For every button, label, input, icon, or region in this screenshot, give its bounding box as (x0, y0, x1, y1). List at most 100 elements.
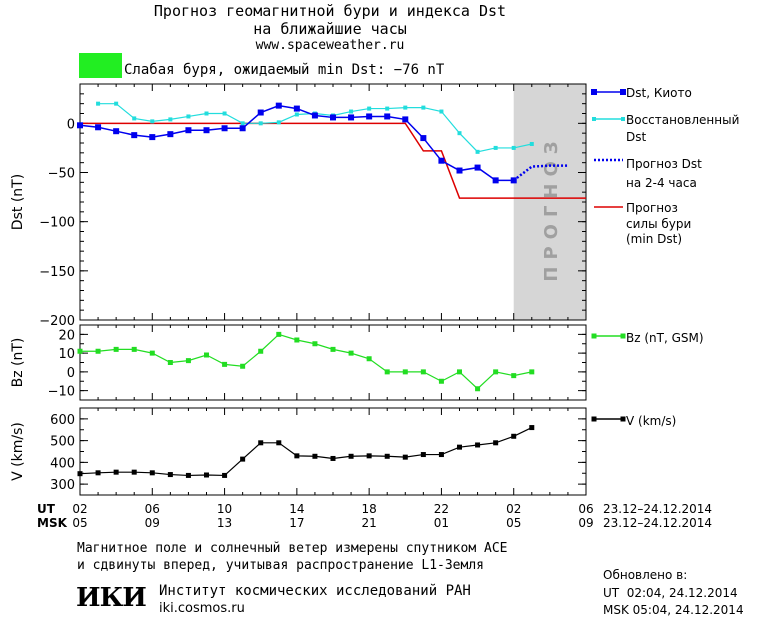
point-v (402, 454, 408, 460)
point-bz (294, 337, 300, 343)
updated-ut: UT 02:04, 24.12.2014 (603, 586, 738, 600)
point-bz (511, 373, 517, 379)
legend-dst-restored: Восстановленный (626, 113, 739, 127)
msk-tick-label: 09 (578, 516, 594, 530)
iki-logo: ИКИ (76, 583, 147, 613)
point-dst-restored (96, 101, 101, 106)
y-tick-label: 600 (50, 413, 75, 428)
point-bz (529, 369, 535, 375)
point-bz (475, 386, 481, 392)
point-dst-restored (511, 145, 516, 150)
y-tick-label: −50 (48, 167, 75, 182)
point-v (475, 442, 481, 448)
point-dst-restored (258, 121, 263, 126)
y-tick-label: −150 (39, 265, 75, 280)
legend-marker (621, 117, 625, 121)
footer-note-line-2: и сдвинуты вперед, учитывая распростране… (77, 558, 484, 573)
point-v (420, 452, 426, 458)
msk-axis-label: MSK (37, 516, 67, 530)
point-dst-kyoto (167, 131, 174, 138)
point-dst-restored (349, 109, 354, 114)
y-tick-label: 300 (50, 478, 75, 493)
point-dst-kyoto (95, 124, 102, 131)
y-tick-label: −200 (39, 314, 75, 329)
ut-tick-label: 06 (578, 502, 594, 516)
footer-note-line-1: Магнитное поле и солнечный ветер измерен… (77, 541, 508, 556)
point-bz (149, 350, 155, 356)
updated-label: Обновлено в: (603, 568, 688, 582)
y-tick-label: 400 (50, 456, 75, 471)
point-dst-restored (385, 106, 390, 111)
point-bz (204, 352, 209, 358)
point-dst-kyoto (420, 135, 427, 142)
point-bz (131, 346, 137, 352)
ut-tick-label: 06 (144, 502, 160, 516)
point-v (348, 453, 354, 459)
point-dst-kyoto (239, 125, 246, 132)
legend-dst-forecast: Прогноз Dst (626, 157, 702, 171)
point-v (438, 452, 444, 458)
series-dst-restored (98, 103, 532, 153)
forecast-band-label: ПРОГНОЗ (541, 134, 562, 281)
point-dst-restored (204, 111, 209, 116)
point-v (529, 425, 535, 431)
ut-tick-label: 02 (72, 502, 88, 516)
point-dst-kyoto (438, 157, 445, 164)
point-bz (258, 348, 264, 354)
series-dst-forecast (512, 164, 568, 182)
legend-v: V (km/s) (626, 414, 676, 428)
point-dst-restored (222, 111, 227, 116)
point-v (457, 444, 462, 450)
source-url[interactable]: www.spaceweather.ru (255, 38, 405, 53)
point-v (384, 453, 390, 459)
point-v (185, 472, 191, 478)
point-bz (312, 341, 318, 347)
point-bz (457, 369, 462, 375)
point-v (149, 470, 155, 476)
point-dst-kyoto (311, 112, 318, 119)
ut-tick-label: 02 (506, 502, 522, 516)
point-v (113, 469, 119, 475)
msk-tick-label: 05 (72, 516, 88, 530)
legend-marker (620, 416, 626, 422)
point-v (493, 440, 499, 446)
point-dst-kyoto (384, 113, 391, 120)
msk-tick-label: 13 (216, 516, 233, 530)
point-bz (384, 369, 390, 375)
point-dst-restored (475, 149, 480, 154)
point-dst-restored (276, 120, 281, 125)
point-dst-kyoto (456, 167, 463, 174)
point-bz (113, 346, 119, 352)
point-dst-kyoto (131, 132, 138, 139)
storm-level-swatch (79, 53, 122, 78)
point-dst-restored (439, 109, 444, 114)
msk-date-range: 23.12–24.12.2014 (603, 516, 713, 530)
institute-url[interactable]: iki.cosmos.ru (159, 601, 245, 616)
point-dst-kyoto (402, 116, 409, 123)
y-axis-label: Bz (nT) (10, 338, 26, 388)
point-dst-kyoto (221, 125, 228, 132)
y-tick-label: −100 (39, 216, 75, 231)
point-dst-kyoto (203, 127, 210, 134)
storm-level-label: Слабая буря, ожидаемый min Dst: −76 nT (124, 62, 445, 78)
legend-dst-kyoto: Dst, Киото (626, 86, 692, 100)
point-dst-kyoto (257, 109, 264, 116)
ut-tick-label: 14 (289, 502, 305, 516)
ut-axis-label: UT (37, 502, 55, 516)
point-bz (222, 361, 228, 367)
point-dst-kyoto (185, 127, 192, 134)
legend-dst-restored-line2: Dst (626, 130, 646, 144)
point-bz (95, 348, 101, 354)
point-dst-kyoto (275, 102, 282, 109)
point-bz (240, 363, 246, 369)
point-v (294, 453, 300, 459)
point-dst-restored (240, 121, 245, 126)
point-dst-kyoto (77, 122, 83, 129)
point-v (167, 472, 173, 478)
ut-tick-label: 22 (433, 502, 450, 516)
point-bz (420, 369, 426, 375)
point-v (204, 472, 209, 478)
legend-marker (591, 89, 597, 95)
point-v (131, 469, 137, 475)
